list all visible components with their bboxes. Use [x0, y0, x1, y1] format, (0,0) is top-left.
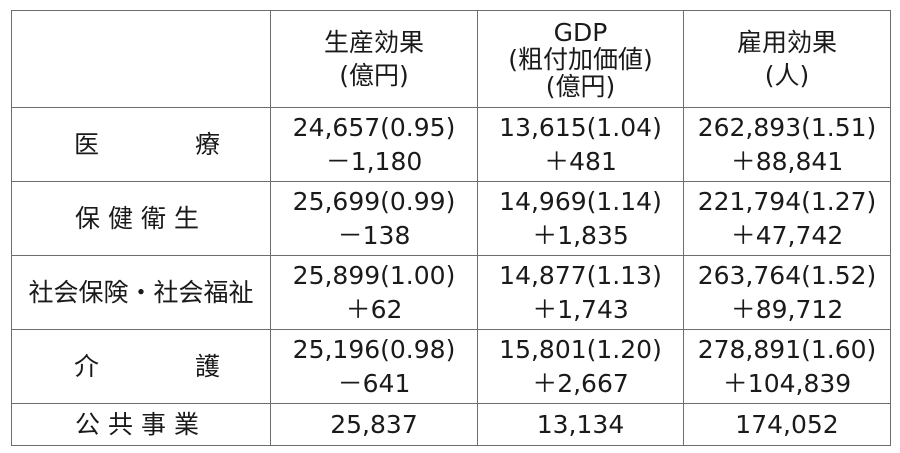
- row-label-part: 医: [74, 129, 100, 159]
- production-change: －641: [337, 368, 411, 398]
- row-label-part: 介: [74, 351, 100, 381]
- row-label: 社会保険・社会福祉: [11, 255, 271, 330]
- row-label-text: 保健衛生: [74, 203, 207, 233]
- gdp-change: ＋1,743: [532, 294, 629, 324]
- production-value: 25,899(1.00): [292, 260, 456, 290]
- row-label: 公共事業: [11, 403, 271, 446]
- table-row-social-welfare: 社会保険・社会福祉 25,899(1.00) ＋62 14,877(1.13) …: [11, 255, 891, 330]
- employment-cell: 174,052: [683, 403, 891, 446]
- header-gdp: GDP (粗付加価値) (億円): [477, 10, 684, 108]
- gdp-value: 13,134: [536, 409, 625, 439]
- gdp-change: ＋481: [544, 146, 617, 176]
- row-label-text: 公共事業: [74, 409, 207, 439]
- production-change: －138: [337, 220, 411, 250]
- production-cell: 24,657(0.95) －1,180: [270, 107, 478, 182]
- table-row-health: 保健衛生 25,699(0.99) －138 14,969(1.14) ＋1,8…: [11, 181, 891, 256]
- employment-cell: 221,794(1.27) ＋47,742: [683, 181, 891, 256]
- employment-change: ＋47,742: [730, 220, 844, 250]
- employment-cell: 263,764(1.52) ＋89,712: [683, 255, 891, 330]
- header-employment-title: 雇用効果: [736, 28, 837, 57]
- table-row-nursing-care: 介 護 25,196(0.98) －641 15,801(1.20) ＋2,66…: [11, 329, 891, 404]
- employment-change: ＋104,839: [722, 368, 852, 398]
- production-cell: 25,899(1.00) ＋62: [270, 255, 478, 330]
- gdp-cell: 15,801(1.20) ＋2,667: [477, 329, 684, 404]
- employment-value: 221,794(1.27): [697, 186, 877, 216]
- production-change: ＋62: [345, 294, 403, 324]
- employment-value: 263,764(1.52): [697, 260, 877, 290]
- table-row-medical: 医 療 24,657(0.95) －1,180 13,615(1.04) ＋48…: [11, 107, 891, 182]
- employment-value: 278,891(1.60): [697, 334, 877, 364]
- production-cell: 25,196(0.98) －641: [270, 329, 478, 404]
- header-gdp-title: GDP: [553, 17, 608, 47]
- production-value: 25,837: [330, 409, 418, 439]
- row-label: 介 護: [11, 329, 271, 404]
- gdp-change: ＋2,667: [532, 368, 629, 398]
- row-label-text: 社会保険・社会福祉: [28, 277, 254, 307]
- row-label-part: 療: [194, 129, 220, 159]
- production-change: －1,180: [325, 146, 423, 176]
- header-gdp-subtitle: (粗付加価値): [508, 44, 653, 74]
- gdp-change: ＋1,835: [532, 220, 629, 250]
- gdp-value: 15,801(1.20): [499, 334, 662, 364]
- effects-table: 生産効果 (億円) GDP (粗付加価値) (億円) 雇用効果 (人) 医 療 …: [11, 10, 891, 446]
- employment-cell: 278,891(1.60) ＋104,839: [683, 329, 891, 404]
- header-production-unit: (億円): [339, 61, 409, 90]
- table-row-public-works: 公共事業 25,837 13,134 174,052: [11, 403, 891, 446]
- production-value: 25,699(0.99): [292, 186, 456, 216]
- employment-cell: 262,893(1.51) ＋88,841: [683, 107, 891, 182]
- employment-value: 262,893(1.51): [697, 112, 877, 142]
- gdp-value: 13,615(1.04): [499, 112, 662, 142]
- gdp-cell: 14,877(1.13) ＋1,743: [477, 255, 684, 330]
- production-cell: 25,699(0.99) －138: [270, 181, 478, 256]
- gdp-cell: 13,134: [477, 403, 684, 446]
- header-gdp-unit: (億円): [545, 71, 616, 101]
- header-production-title: 生産効果: [323, 28, 424, 57]
- employment-change: ＋88,841: [730, 146, 844, 176]
- gdp-cell: 14,969(1.14) ＋1,835: [477, 181, 684, 256]
- gdp-cell: 13,615(1.04) ＋481: [477, 107, 684, 182]
- row-label: 医 療: [11, 107, 271, 182]
- employment-value: 174,052: [735, 409, 839, 439]
- gdp-value: 14,969(1.14): [499, 186, 662, 216]
- header-empty-cell: [11, 10, 271, 108]
- header-row: 生産効果 (億円) GDP (粗付加価値) (億円) 雇用効果 (人): [11, 10, 891, 108]
- production-value: 25,196(0.98): [292, 334, 456, 364]
- header-employment-unit: (人): [764, 61, 810, 90]
- row-label-part: 護: [194, 351, 220, 381]
- gdp-value: 14,877(1.13): [499, 260, 662, 290]
- production-value: 24,657(0.95): [292, 112, 456, 142]
- employment-change: ＋89,712: [730, 294, 844, 324]
- row-label: 保健衛生: [11, 181, 271, 256]
- header-employment: 雇用効果 (人): [683, 10, 891, 108]
- header-production: 生産効果 (億円): [270, 10, 478, 108]
- production-cell: 25,837: [270, 403, 478, 446]
